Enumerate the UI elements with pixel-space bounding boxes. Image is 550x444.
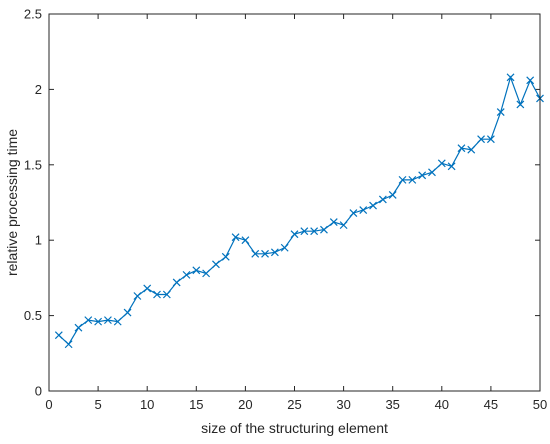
plot-frame [48, 13, 541, 392]
data-point-marker [320, 225, 328, 234]
data-point-marker [172, 278, 181, 287]
data-point-marker [270, 248, 279, 257]
data-point-marker [408, 175, 417, 184]
y-tick-label: 1 [35, 233, 42, 248]
data-point-marker [388, 191, 397, 199]
x-tick-label: 5 [94, 397, 101, 412]
series-line [58, 75, 541, 346]
data-point-marker [212, 260, 220, 269]
data-point-marker [84, 316, 93, 325]
x-tick-label: 20 [238, 397, 252, 412]
x-tick-label: 35 [385, 397, 399, 412]
data-point-marker [261, 249, 269, 258]
data-point-marker [428, 168, 436, 177]
data-point-marker [516, 100, 525, 109]
data-point-marker [496, 108, 505, 116]
x-tick-label: 30 [336, 397, 350, 412]
data-point-marker [192, 266, 201, 275]
data-point-marker [369, 201, 377, 210]
data-point-marker [398, 175, 407, 184]
data-point-marker [447, 162, 456, 171]
data-point-marker [280, 243, 289, 252]
x-tick-label: 15 [189, 397, 203, 412]
data-point-marker [418, 171, 427, 180]
data-point-marker [94, 317, 103, 326]
x-axis-label: size of the structuring element [201, 420, 388, 436]
data-point-marker [486, 135, 495, 144]
chart-series [54, 73, 544, 349]
data-point-marker [310, 227, 319, 236]
y-tick-label: 1.5 [24, 157, 42, 172]
data-point-marker [457, 144, 466, 153]
data-point-marker [143, 284, 152, 293]
axis-ticks [48, 13, 541, 392]
x-tick-label: 40 [435, 397, 449, 412]
data-point-marker [339, 221, 348, 230]
data-point-marker [241, 236, 250, 245]
data-point-marker [103, 316, 112, 325]
data-point-marker [162, 290, 171, 299]
data-point-marker [467, 145, 476, 154]
data-point-marker [378, 195, 387, 204]
data-point-marker [74, 323, 83, 332]
data-point-marker [359, 206, 368, 214]
data-point-marker [64, 340, 73, 349]
data-point-marker [290, 230, 299, 239]
data-point-marker [231, 233, 240, 242]
data-point-marker [437, 159, 446, 168]
data-point-marker [349, 209, 358, 217]
data-point-marker [329, 218, 338, 227]
data-point-marker [221, 252, 230, 261]
y-axis-label: relative processing time [4, 129, 20, 276]
data-point-marker [300, 227, 309, 236]
data-point-marker [202, 269, 211, 278]
y-tick-label: 2 [35, 82, 42, 97]
data-point-marker [526, 76, 535, 85]
x-tick-label: 10 [140, 397, 154, 412]
y-tick-label: 0.5 [24, 308, 42, 323]
x-tick-label: 50 [533, 397, 547, 412]
data-point-marker [182, 270, 191, 279]
y-tick-label: 0 [35, 384, 42, 399]
data-point-marker [153, 290, 161, 299]
data-point-marker [477, 135, 486, 144]
x-tick-label: 45 [484, 397, 498, 412]
x-tick-label: 25 [287, 397, 301, 412]
tick-labels: 0 5 10 15 20 25 30 35 40 45 50 0 0.5 1 1.5 2 2.5 [24, 7, 547, 413]
data-point-marker [123, 308, 132, 317]
data-point-marker [506, 73, 515, 82]
y-tick-label: 2.5 [24, 7, 42, 22]
data-point-marker [54, 331, 63, 340]
data-point-marker [251, 249, 260, 258]
data-point-marker [133, 292, 142, 300]
x-tick-label: 0 [45, 397, 52, 412]
data-point-marker [113, 317, 122, 326]
